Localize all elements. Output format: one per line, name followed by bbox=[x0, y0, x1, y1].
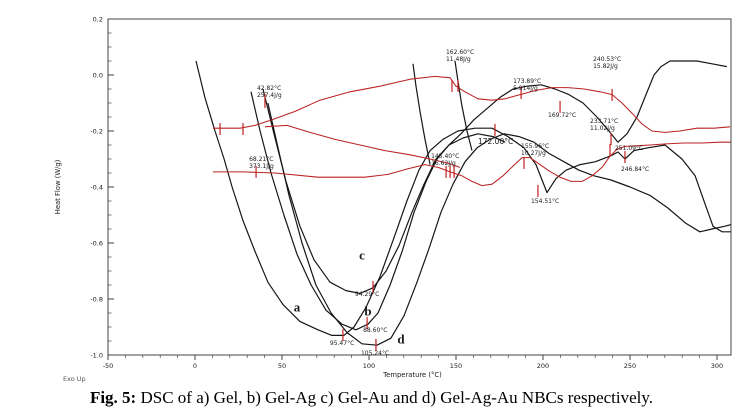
annotation-text: 251.09°C bbox=[615, 145, 643, 152]
annotation-text: 155.96°C bbox=[521, 143, 549, 150]
annotation-169.72: 169.72°C bbox=[548, 100, 576, 119]
x-tick-label: 150 bbox=[450, 362, 462, 370]
annotation-text: 172.00°C bbox=[478, 137, 513, 146]
curves bbox=[195, 60, 731, 346]
annotation-text: 42.82°C bbox=[257, 85, 281, 92]
curve-label-a: a bbox=[294, 299, 301, 314]
annotations: 42.82°C257.4J/g68.21°C373.1J/g162.60°C11… bbox=[219, 49, 649, 357]
y-tick-label: -0.2 bbox=[90, 127, 103, 135]
dsc-figure: -50 0 50 100 150 200 250 300 0.2 0.0 -0.2 -0.4 -0.6 -… bbox=[54, 15, 732, 383]
annotation-105.24: 105.24°C bbox=[361, 338, 389, 357]
x-tick-label: 200 bbox=[537, 362, 549, 370]
y-ticks bbox=[108, 18, 114, 356]
y-tick-label: 0.2 bbox=[93, 15, 103, 23]
annotation-text: 11.02J/g bbox=[590, 125, 615, 132]
annotation-text: 68.21°C bbox=[249, 156, 273, 163]
annotation-text: 15.82J/g bbox=[593, 63, 618, 70]
dsc-chart: -50 0 50 100 150 200 250 300 0.2 0.0 -0.2 -0.4 -0.6 -… bbox=[54, 15, 732, 383]
axes: -50 0 50 100 150 200 250 300 0.2 0.0 -0.2 -0.4 -0.6 -… bbox=[54, 15, 732, 383]
annotation-88.60: 88.60°C bbox=[363, 317, 387, 334]
annotation-155.96: 155.96°C10.27J/g bbox=[521, 143, 549, 169]
annotation-text: 95.47°C bbox=[330, 340, 354, 347]
annotation-text: 246.84°C bbox=[621, 166, 649, 173]
curve-c-gel-au bbox=[262, 60, 728, 294]
annotation-text: 257.4J/g bbox=[257, 92, 282, 99]
annotation-145.40: 145.40°C16.62J/g bbox=[431, 153, 459, 178]
annotation-text: 233.71°C bbox=[590, 118, 618, 125]
curve-label-c: c bbox=[359, 248, 365, 263]
x-tick-label: 250 bbox=[624, 362, 636, 370]
y-axis-label: Heat Flow (W/g) bbox=[54, 159, 62, 214]
annotation-text: 88.60°C bbox=[363, 327, 387, 334]
annotation-text: 240.53°C bbox=[593, 56, 621, 63]
red-baseline-upper bbox=[212, 75, 731, 133]
annotation-162.60: 162.60°C11.48J/g bbox=[446, 49, 474, 92]
curve-b-gel-ag bbox=[250, 91, 506, 331]
annotation-172.00: 172.00°C bbox=[478, 123, 513, 146]
x-ticks bbox=[107, 355, 718, 360]
annotation-94.29: 94.29°C bbox=[355, 280, 379, 298]
annotation-text: 94.29°C bbox=[355, 291, 379, 298]
annotation-text: 145.40°C bbox=[431, 153, 459, 160]
curve-label-b: b bbox=[364, 304, 371, 319]
annotation-text: 11.48J/g bbox=[446, 56, 471, 63]
curve-d-gel-ag-au bbox=[267, 102, 731, 346]
y-tick-label: 0.0 bbox=[93, 71, 103, 79]
y-tick-label: -1.0 bbox=[90, 351, 103, 359]
annotation-text: 169.72°C bbox=[548, 112, 576, 119]
annotation-text: 373.1J/g bbox=[249, 163, 274, 170]
curve-a-gel bbox=[195, 60, 731, 336]
y-tick-label: -0.4 bbox=[90, 183, 103, 191]
x-tick-label: 100 bbox=[363, 362, 375, 370]
curve-black-segment-2 bbox=[454, 60, 473, 151]
annotation-173.89: 173.89°C5.914J/g bbox=[513, 78, 541, 99]
caption-prefix: Fig. 5: bbox=[89, 388, 137, 407]
annotation-text: 154.51°C bbox=[531, 198, 559, 205]
y-tick-label: -0.6 bbox=[90, 239, 103, 247]
annotation-text: 173.89°C bbox=[513, 78, 541, 85]
annotation-text: 105.24°C bbox=[361, 350, 389, 357]
annotation-246.84: 246.84°C bbox=[621, 151, 649, 173]
x-tick-label: 0 bbox=[193, 362, 197, 370]
curve-label-d: d bbox=[397, 332, 405, 347]
annotation-text: 162.60°C bbox=[446, 49, 474, 56]
x-tick-label: 50 bbox=[278, 362, 286, 370]
annotation-text: 5.914J/g bbox=[513, 85, 538, 92]
exo-up-note: Exo Up bbox=[63, 375, 86, 383]
annotation-233.71: 233.71°C11.02J/g bbox=[590, 118, 618, 146]
annotation-text: 16.62J/g bbox=[431, 160, 456, 167]
annotation-240.53: 240.53°C15.82J/g bbox=[593, 56, 621, 101]
annotation-text: 10.27J/g bbox=[521, 150, 546, 157]
red-baseline-lower bbox=[212, 141, 731, 187]
y-tick-label: -0.8 bbox=[90, 295, 103, 303]
figure-caption: Fig. 5: DSC of a) Gel, b) Gel-Ag c) Gel-… bbox=[0, 386, 743, 410]
annotation-95.47: 95.47°C bbox=[330, 329, 354, 347]
x-tick-label: 300 bbox=[711, 362, 723, 370]
annotation-251.09: 251.09°C bbox=[609, 144, 643, 157]
red-baseline-mid bbox=[264, 124, 461, 168]
x-axis-label: Temperature (°C) bbox=[382, 371, 442, 379]
annotation-154.51: 154.51°C bbox=[531, 184, 559, 205]
x-tick-label: -50 bbox=[103, 362, 114, 370]
caption-text: DSC of a) Gel, b) Gel-Ag c) Gel-Au and d… bbox=[136, 388, 654, 407]
plot-border bbox=[107, 18, 732, 356]
